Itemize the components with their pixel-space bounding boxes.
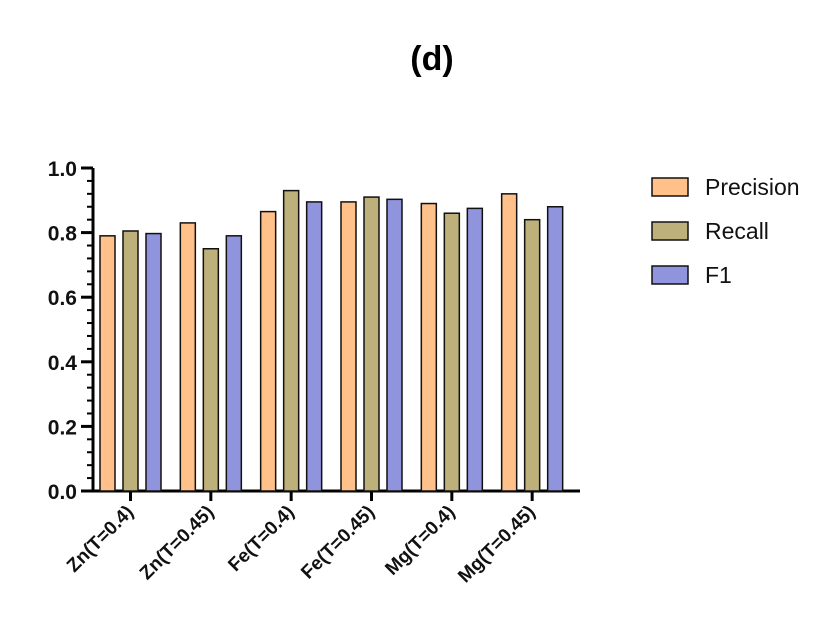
- bar-precision-1: [179, 222, 197, 492]
- bar-precision-0: [99, 235, 116, 492]
- x-tick-label: Zn(T=0.45): [136, 502, 218, 584]
- bar-precision-5: [500, 193, 518, 492]
- y-tick-label: 0.8: [48, 223, 78, 246]
- bar-precision-3: [340, 201, 357, 492]
- bars: [99, 189, 564, 492]
- bar-f1-3: [386, 198, 403, 492]
- bar-f1-5: [546, 206, 564, 492]
- legend-swatch-f1: [651, 265, 689, 285]
- bar-f1-2: [305, 201, 323, 492]
- x-tick-label: Mg(T=0.4): [381, 502, 459, 580]
- bar-recall-1: [202, 248, 220, 492]
- y-tick-label: 0.2: [48, 416, 77, 439]
- legend-label-f1: F1: [705, 262, 732, 288]
- bar-recall-5: [523, 218, 541, 492]
- legend: Precision Recall F1: [651, 174, 800, 288]
- x-tick-label: Zn(T=0.4): [63, 502, 138, 577]
- x-tick-label: Fe(T=0.4): [224, 502, 298, 576]
- x-tick-label: Mg(T=0.45): [454, 502, 539, 587]
- bar-recall-2: [282, 189, 300, 492]
- y-tick-label: 0.0: [48, 481, 77, 504]
- legend-label-recall: Recall: [705, 218, 769, 244]
- chart-title: (d): [410, 40, 453, 78]
- legend-swatch-precision: [651, 177, 689, 197]
- bar-recall-0: [122, 230, 139, 492]
- x-tick-label: Fe(T=0.45): [297, 502, 379, 584]
- bar-f1-1: [225, 235, 243, 492]
- y-tick-label: 0.6: [48, 287, 77, 310]
- bar-f1-4: [466, 207, 484, 492]
- y-axis: 0.0 0.2 0.4 0.6 0.8 1.0: [48, 158, 95, 504]
- y-tick-label: 1.0: [48, 158, 77, 181]
- bar-recall-3: [363, 196, 380, 492]
- y-tick-label: 0.4: [48, 352, 78, 375]
- x-axis: Zn(T=0.4)Zn(T=0.45) Fe(T=0.4)Fe(T=0.45) Mg…: [63, 489, 580, 587]
- bar-precision-4: [420, 202, 438, 492]
- bar-precision-2: [259, 210, 277, 492]
- bar-recall-4: [443, 212, 461, 492]
- bar-f1-0: [145, 232, 162, 492]
- legend-swatch-recall: [651, 221, 689, 241]
- legend-label-precision: Precision: [705, 174, 800, 200]
